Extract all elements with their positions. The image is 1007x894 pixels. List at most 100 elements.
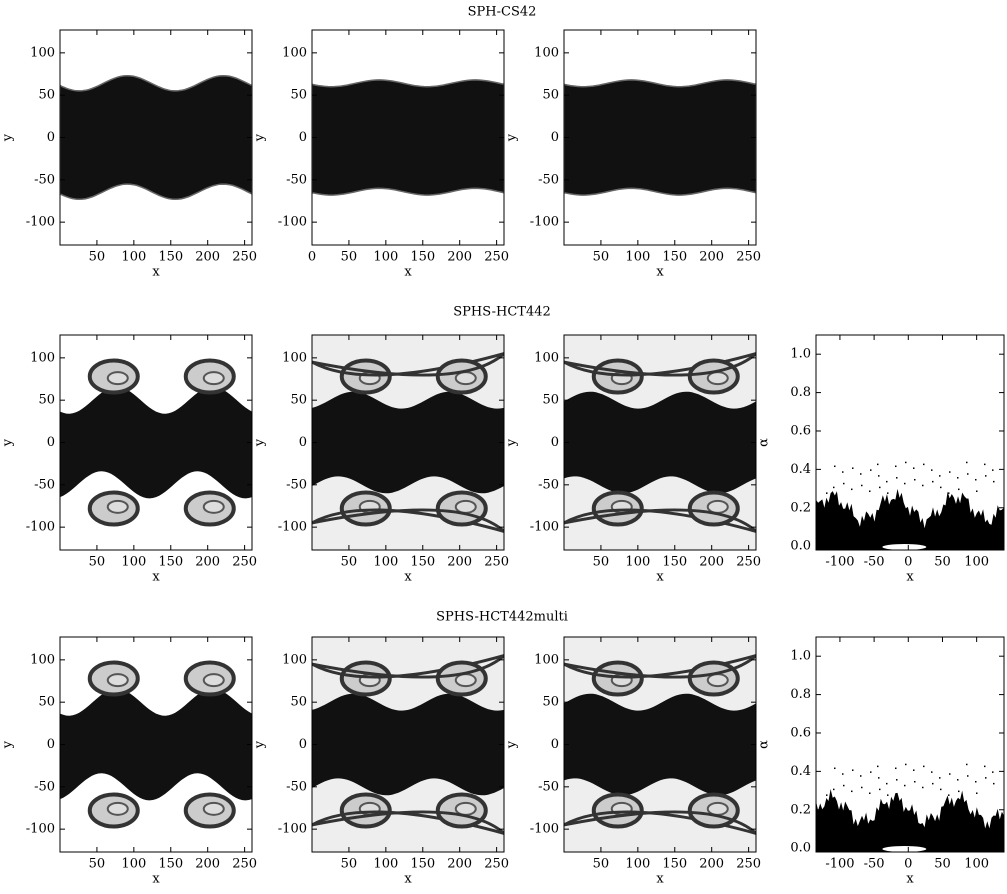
panel-image — [564, 79, 756, 196]
scatter-dot — [931, 771, 933, 773]
scatter-dot — [948, 794, 950, 796]
x-axis-label: x — [152, 265, 160, 280]
fluid-band — [564, 693, 756, 796]
vortex-core — [706, 673, 729, 688]
x-tick-label: 100 — [121, 857, 146, 872]
x-axis-label: x — [404, 872, 412, 887]
scatter-dot — [852, 769, 854, 771]
scatter-dot — [966, 461, 968, 464]
filament — [564, 508, 756, 533]
scatter-dot — [957, 477, 959, 479]
vortex-core — [454, 499, 477, 514]
y-tick-label: 0.4 — [790, 764, 811, 779]
y-tick-label: 100 — [534, 652, 559, 667]
scatter-dot — [993, 782, 995, 785]
y-tick-label: -100 — [530, 822, 559, 837]
scatter-dot — [922, 484, 924, 487]
scatter-dot — [869, 792, 871, 794]
scatter-dot — [985, 475, 987, 477]
panel-image — [312, 637, 504, 852]
scatter-dot — [948, 492, 950, 494]
x-axis-label: x — [656, 265, 664, 280]
vortex-core — [706, 371, 729, 386]
x-tick-label: -50 — [864, 857, 885, 872]
y-tick-label: -100 — [530, 520, 559, 535]
scatter-dot — [886, 782, 888, 785]
x-tick-label: 150 — [662, 250, 687, 265]
scatter-dot — [833, 486, 835, 489]
x-tick-label: 100 — [373, 857, 398, 872]
scatter-dot — [913, 769, 915, 771]
y-tick-label: 50 — [290, 393, 307, 408]
vortex-core — [706, 499, 729, 514]
x-tick-label: -100 — [825, 555, 854, 570]
scatter-dot — [940, 486, 942, 489]
x-axis-label: x — [152, 872, 160, 887]
vortex-core — [202, 673, 225, 688]
x-tick-label: 150 — [410, 555, 435, 570]
scatter-dot — [923, 765, 925, 768]
scatter-dot — [976, 490, 978, 492]
scatter-dot — [985, 777, 987, 779]
fluid-band — [564, 79, 756, 196]
x-tick-label: 150 — [410, 250, 435, 265]
vortex-core — [202, 499, 225, 514]
scatter-dot — [870, 771, 872, 773]
panel-image — [312, 335, 504, 550]
x-axis-label: x — [656, 872, 664, 887]
x-axis-label: x — [404, 570, 412, 585]
y-tick-label: 50 — [38, 88, 55, 103]
scatter-dot — [852, 467, 854, 469]
scatter-dot — [975, 780, 977, 783]
y-tick-label: -50 — [538, 172, 559, 187]
scatter-dot — [992, 771, 994, 773]
y-tick-label: 0 — [47, 435, 55, 450]
y-tick-label: 100 — [30, 45, 55, 60]
x-tick-label: 150 — [158, 857, 183, 872]
x-tick-label: 0 — [904, 555, 912, 570]
scatter-dot — [939, 777, 941, 779]
y-tick-label: 0 — [551, 435, 559, 450]
scatter-dot — [949, 773, 951, 775]
x-axis-label: x — [404, 265, 412, 280]
x-tick-label: 200 — [447, 857, 472, 872]
scatter-dot — [843, 784, 845, 787]
filament — [312, 810, 504, 835]
y-tick-label: 0 — [47, 130, 55, 145]
fluid-band — [564, 391, 756, 494]
y-tick-label: 0.6 — [790, 725, 811, 740]
scatter-dot — [958, 790, 960, 793]
x-tick-label: 50 — [341, 555, 358, 570]
scatter-dot — [860, 775, 862, 777]
scatter-dot — [887, 492, 889, 494]
fluid-band — [60, 688, 252, 801]
y-tick-label: 100 — [282, 350, 307, 365]
panel-image — [816, 763, 1004, 852]
scatter-dot — [923, 463, 925, 466]
scatter-dot — [993, 480, 995, 483]
y-tick-label: 50 — [542, 393, 559, 408]
y-tick-label: 0.4 — [790, 462, 811, 477]
y-tick-label: 0 — [299, 130, 307, 145]
y-tick-label: -50 — [34, 779, 55, 794]
vortex-core — [106, 371, 129, 386]
y-axis-label: y — [253, 438, 268, 447]
x-axis-label: x — [906, 872, 914, 887]
scatter-dot — [967, 775, 969, 777]
y-tick-label: 50 — [290, 695, 307, 710]
y-tick-label: 0 — [299, 737, 307, 752]
y-axis-label: y — [505, 133, 520, 142]
scatter-dot — [833, 788, 835, 791]
x-tick-label: 100 — [625, 250, 650, 265]
y-tick-label: -100 — [26, 520, 55, 535]
x-tick-label: 200 — [195, 857, 220, 872]
y-tick-label: 50 — [290, 88, 307, 103]
y-tick-label: 100 — [282, 652, 307, 667]
scatter-dot — [860, 473, 862, 475]
y-axis-label: α — [757, 740, 772, 749]
fluid-band — [60, 386, 252, 499]
scatter-dot — [976, 792, 978, 794]
filament — [564, 352, 756, 377]
x-tick-label: 50 — [593, 555, 610, 570]
x-axis-label: x — [656, 570, 664, 585]
